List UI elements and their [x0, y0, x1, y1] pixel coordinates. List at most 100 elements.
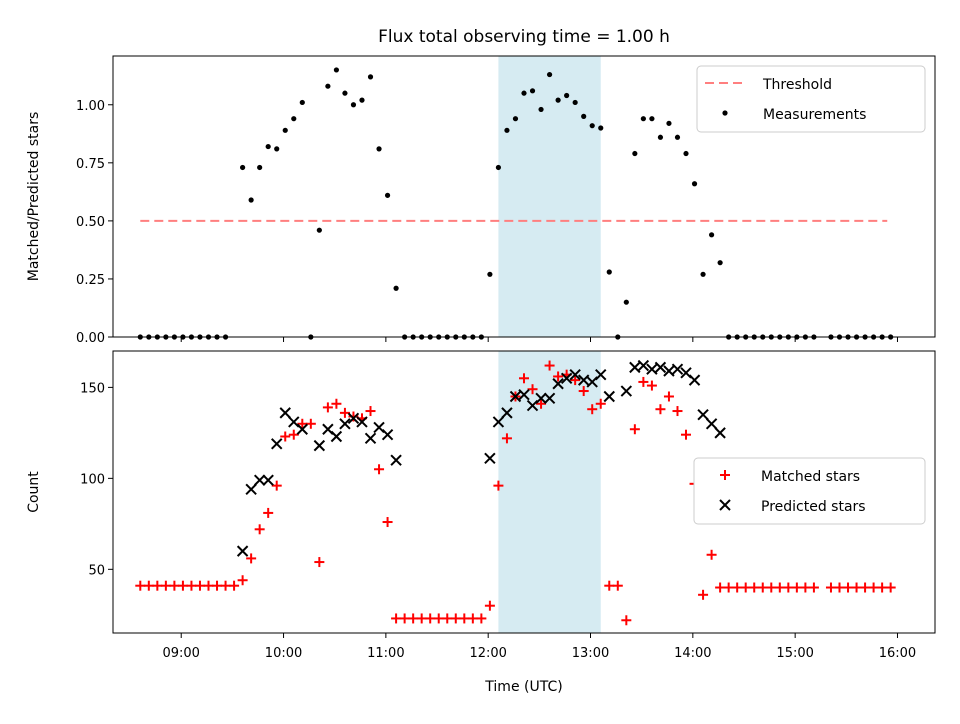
x-tick-label: 16:00	[879, 646, 916, 661]
matched-star-point	[663, 391, 674, 402]
predicted-star-point-b	[620, 385, 633, 397]
predicted-star-point-b	[654, 361, 667, 374]
matched-star-point	[808, 582, 819, 593]
predicted-star-point-b	[279, 407, 291, 419]
predicted-star-point-b	[262, 474, 274, 486]
measurement-point	[564, 92, 570, 99]
matched-legend-swatch	[720, 470, 730, 480]
measurement-point	[546, 71, 553, 78]
matched-star-point	[391, 613, 402, 624]
predicted-star-point-b	[680, 367, 692, 379]
matched-star-point	[476, 613, 487, 624]
matched-star-point	[877, 582, 888, 593]
predicted-star-point	[688, 374, 701, 386]
measurement-point	[342, 90, 348, 96]
matched-star-point	[160, 580, 171, 591]
predicted-star-point	[509, 390, 522, 403]
predicted-star-point-b	[577, 374, 590, 386]
predicted-star-point-b	[236, 545, 249, 557]
matched-star-point	[135, 580, 146, 591]
ratio-legend: Threshold Measurements	[696, 65, 926, 133]
measurement-point	[291, 116, 297, 122]
matched-star-point	[740, 582, 751, 593]
predicted-star-point	[705, 418, 718, 430]
predicted-star-point	[629, 361, 641, 374]
measurement-point	[649, 116, 655, 122]
predicted-star-point	[236, 545, 249, 557]
matched-star-point	[672, 406, 683, 417]
measurement-point	[393, 285, 399, 291]
matched-star-point	[698, 589, 709, 600]
matched-star-point	[399, 613, 410, 624]
count-legend: Matched stars Predicted stars	[693, 457, 926, 525]
predicted-star-point	[279, 407, 291, 419]
predicted-star-point-b	[697, 408, 709, 421]
ratio-legend-box	[696, 65, 926, 133]
predicted-star-point-b	[543, 392, 556, 405]
x-tick-label: 12:00	[469, 646, 506, 661]
measurement-point	[265, 143, 271, 150]
matched-star-point	[203, 580, 214, 591]
ratio-axis-ticks: 0.00 0.25 0.50 0.75 1.00	[76, 99, 898, 346]
predicted-star-point	[595, 368, 607, 381]
measurement-point	[589, 123, 595, 129]
y-tick-label: 0.00	[76, 331, 105, 346]
predicted-star-point-b	[339, 418, 351, 430]
matched-star-point	[536, 398, 547, 409]
matched-star-point	[467, 613, 478, 624]
matched-star-point	[143, 580, 154, 591]
measurement-point	[257, 164, 263, 171]
measurement-point	[529, 88, 536, 94]
matched-star-point	[322, 402, 333, 413]
matched-star-point	[442, 613, 453, 624]
predicted-star-point-b	[322, 423, 334, 435]
matched-star-point	[843, 582, 854, 593]
predicted-star-point-b	[484, 452, 496, 465]
x-axis-label: Time (UTC)	[484, 679, 562, 695]
predicted-star-point	[646, 363, 658, 375]
predicted-star-point-b	[629, 361, 641, 374]
matched-star-point	[604, 580, 615, 591]
measurement-point	[623, 299, 629, 305]
matched-star-point	[825, 582, 836, 593]
matched-star-point	[638, 376, 649, 387]
predicted-star-point-b	[646, 363, 658, 375]
measurement-point	[487, 271, 493, 277]
count-legend-box	[693, 457, 926, 525]
predicted-star-point	[390, 454, 402, 466]
x-tick-label: 13:00	[572, 646, 609, 661]
matched-star-point	[681, 429, 692, 440]
matched-star-point	[519, 373, 529, 384]
measurement-point	[240, 164, 246, 171]
predicted-star-point-b	[663, 365, 675, 377]
matched-star-point	[246, 553, 257, 564]
predicted-star-point-b	[569, 368, 581, 381]
measurement-point	[572, 99, 578, 106]
measurement-point	[274, 146, 280, 152]
y-tick-label: 0.25	[76, 273, 105, 288]
matched-star-point	[331, 398, 342, 409]
ratio-panel-frame	[112, 55, 936, 338]
matched-star-point	[416, 613, 427, 624]
predicted-star-point	[577, 374, 590, 386]
matched-star-point	[365, 406, 376, 417]
matched-star-point	[382, 517, 393, 528]
matched-star-point	[450, 613, 461, 624]
predicted-star-point	[697, 408, 709, 421]
matched-star-point	[885, 582, 896, 593]
matched-star-point	[612, 580, 623, 591]
matched-star-point	[194, 580, 205, 591]
measurements-legend-label: Measurements	[763, 107, 866, 123]
measurement-point	[657, 134, 664, 140]
matched-star-point	[254, 524, 265, 535]
measurement-point	[495, 164, 502, 171]
y-tick-label: 50	[88, 563, 105, 578]
matched-star-point	[732, 582, 743, 593]
matched-star-point	[271, 480, 282, 491]
matched-star-point	[706, 549, 717, 560]
x-tick-label: 09:00	[162, 646, 199, 661]
measurement-point	[359, 97, 365, 103]
matched-star-point	[766, 582, 777, 593]
matched-star-point	[749, 582, 760, 593]
